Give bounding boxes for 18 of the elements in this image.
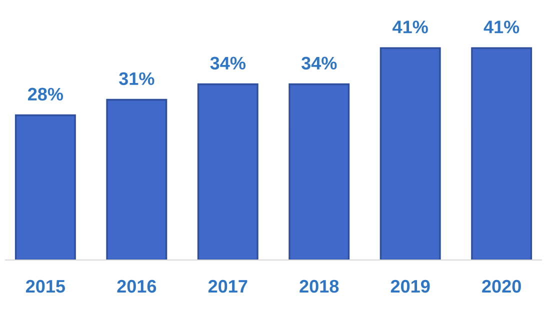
data-label: 41%: [392, 20, 428, 34]
bar: [288, 83, 350, 260]
x-tick-label: 2019: [390, 280, 430, 293]
bar: [197, 83, 258, 260]
bar: [106, 98, 168, 260]
data-label: 28%: [28, 88, 64, 101]
bar: [14, 114, 76, 260]
x-tick-label: 2017: [208, 280, 248, 293]
data-label: 41%: [484, 20, 520, 34]
data-label: 34%: [210, 56, 246, 70]
x-tick-label: 2015: [26, 280, 66, 293]
data-label: 34%: [301, 56, 337, 70]
bar: [380, 47, 441, 260]
x-tick-label: 2018: [300, 280, 339, 293]
x-tick-label: 2016: [117, 280, 156, 293]
bar: [471, 47, 532, 260]
x-tick-label: 2020: [482, 280, 521, 293]
data-label: 31%: [119, 72, 154, 86]
